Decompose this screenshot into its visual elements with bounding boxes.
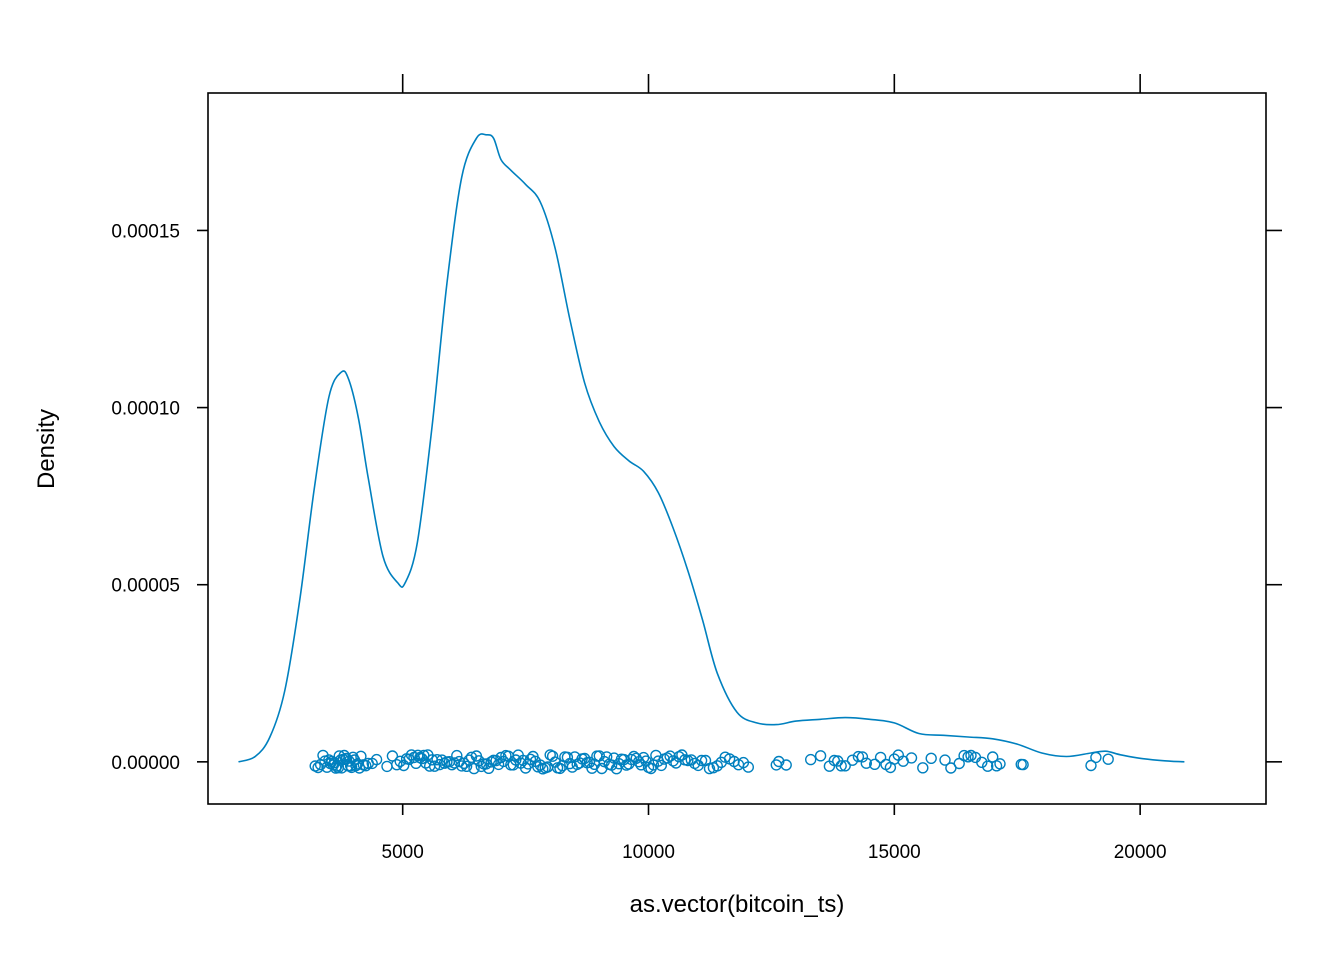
- rug-point: [465, 751, 478, 763]
- x-tick-label: 5000: [382, 842, 424, 863]
- x-tick-label: 10000: [622, 842, 675, 863]
- rug-point: [391, 759, 403, 771]
- y-tick-label: 0.00000: [111, 753, 180, 774]
- rug-point: [381, 760, 393, 773]
- rug-point: [456, 760, 468, 772]
- rug-point: [925, 752, 937, 764]
- density-line: [238, 133, 1185, 763]
- rug-point: [667, 755, 679, 767]
- rug-point: [583, 756, 596, 768]
- rug-point: [994, 758, 1006, 770]
- rug-point: [386, 750, 399, 762]
- y-tick-label: 0.00005: [111, 576, 180, 597]
- rug-point: [814, 750, 827, 762]
- rug-point: [546, 750, 559, 762]
- rug-point: [655, 759, 667, 772]
- rug-point: [596, 762, 608, 775]
- rug-point: [483, 762, 495, 774]
- rug-point: [312, 761, 324, 774]
- plot-frame: [207, 92, 1267, 805]
- rug-point: [917, 762, 929, 774]
- rug-point: [773, 755, 785, 768]
- rug-point: [451, 749, 463, 762]
- rug-point: [485, 756, 497, 768]
- rug-point: [1102, 753, 1114, 765]
- rug-point: [860, 757, 872, 769]
- rug-point: [939, 754, 951, 766]
- x-axis-title: as.vector(bitcoin_ts): [630, 891, 845, 918]
- rug-point: [554, 762, 566, 775]
- rug-point: [428, 760, 441, 772]
- rug-point: [846, 754, 859, 766]
- rug-point: [1090, 751, 1102, 764]
- rug-point: [711, 760, 723, 772]
- rug-point: [869, 758, 881, 770]
- rug-points: [309, 749, 1114, 775]
- axis-ticks: 5000 10000 15000 20000 0.00000 0.00005 0.00010…: [111, 74, 1282, 863]
- rug-point: [852, 750, 865, 763]
- rug-point: [856, 751, 869, 763]
- rug-point: [460, 760, 473, 772]
- rug-point: [905, 752, 918, 764]
- rug-point: [835, 760, 847, 772]
- rug-point: [982, 760, 994, 772]
- rug-point: [695, 754, 708, 767]
- rug-point: [601, 751, 613, 763]
- y-tick-label: 0.00010: [111, 399, 180, 420]
- rug-point: [839, 760, 851, 772]
- rug-point: [436, 754, 448, 766]
- x-tick-label: 20000: [1114, 842, 1167, 863]
- rug-point: [355, 750, 367, 762]
- y-axis-title: Density: [33, 409, 60, 489]
- rug-point: [524, 753, 537, 765]
- rug-point: [370, 753, 383, 766]
- rug-point: [625, 753, 637, 766]
- rug-point: [1085, 759, 1097, 772]
- rug-point: [742, 761, 754, 773]
- rug-point: [770, 759, 782, 771]
- rug-point: [1017, 758, 1029, 771]
- rug-point: [874, 751, 887, 764]
- rug-point: [561, 751, 574, 763]
- rug-point: [780, 759, 792, 771]
- x-tick-label: 15000: [868, 842, 921, 863]
- y-tick-label: 0.00015: [111, 221, 180, 242]
- rug-point: [976, 756, 988, 768]
- rug-point: [360, 760, 372, 772]
- rug-point: [805, 753, 817, 766]
